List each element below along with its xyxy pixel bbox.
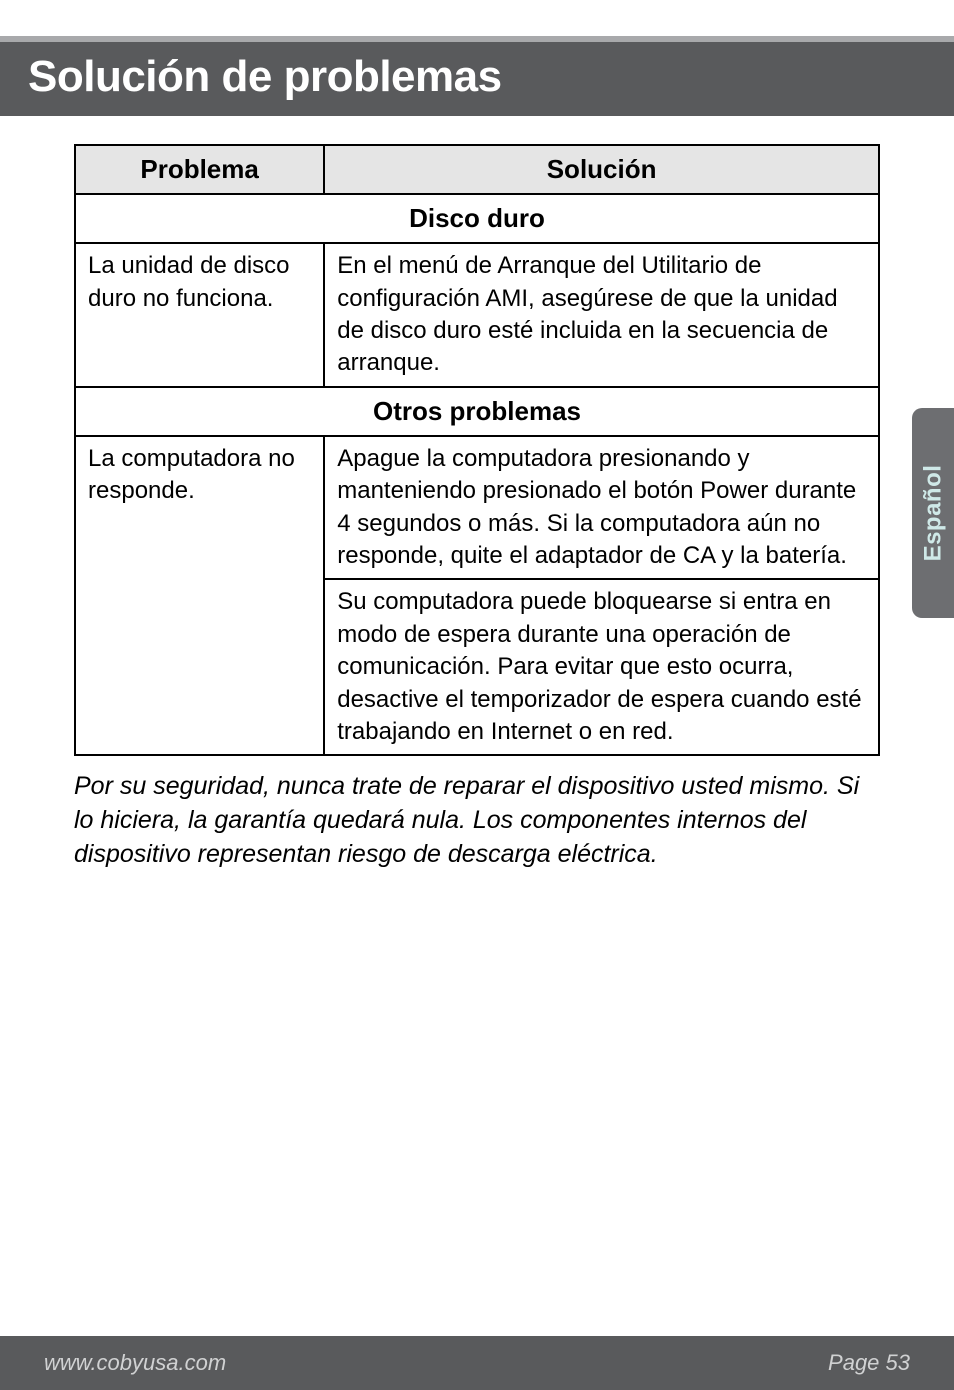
- troubleshooting-table: Problema Solución Disco duro La unidad d…: [74, 144, 880, 756]
- cell-solution: Apague la computadora presionando y mant…: [324, 436, 879, 580]
- page-footer: www.cobyusa.com Page 53: [0, 1336, 954, 1390]
- section-row: Otros problemas: [75, 387, 879, 436]
- language-tab: Español: [912, 408, 954, 618]
- cell-problem: La computadora no responde.: [75, 436, 324, 756]
- col-header-problem: Problema: [75, 145, 324, 194]
- cell-problem: La unidad de disco duro no funciona.: [75, 243, 324, 387]
- language-tab-label: Español: [919, 465, 947, 562]
- page-title: Solución de problemas: [28, 52, 926, 102]
- section-heading-otros: Otros problemas: [75, 387, 879, 436]
- table-row: La unidad de disco duro no funciona. En …: [75, 243, 879, 387]
- main-content: Problema Solución Disco duro La unidad d…: [0, 116, 954, 872]
- safety-note: Por su seguridad, nunca trate de reparar…: [74, 770, 880, 871]
- section-row: Disco duro: [75, 194, 879, 243]
- col-header-solution: Solución: [324, 145, 879, 194]
- cell-solution: Su computadora puede bloquearse si entra…: [324, 579, 879, 755]
- section-heading-disco-duro: Disco duro: [75, 194, 879, 243]
- table-header-row: Problema Solución: [75, 145, 879, 194]
- cell-solution: En el menú de Arranque del Utilitario de…: [324, 243, 879, 387]
- table-row: La computadora no responde. Apague la co…: [75, 436, 879, 580]
- page-header: Solución de problemas: [0, 36, 954, 116]
